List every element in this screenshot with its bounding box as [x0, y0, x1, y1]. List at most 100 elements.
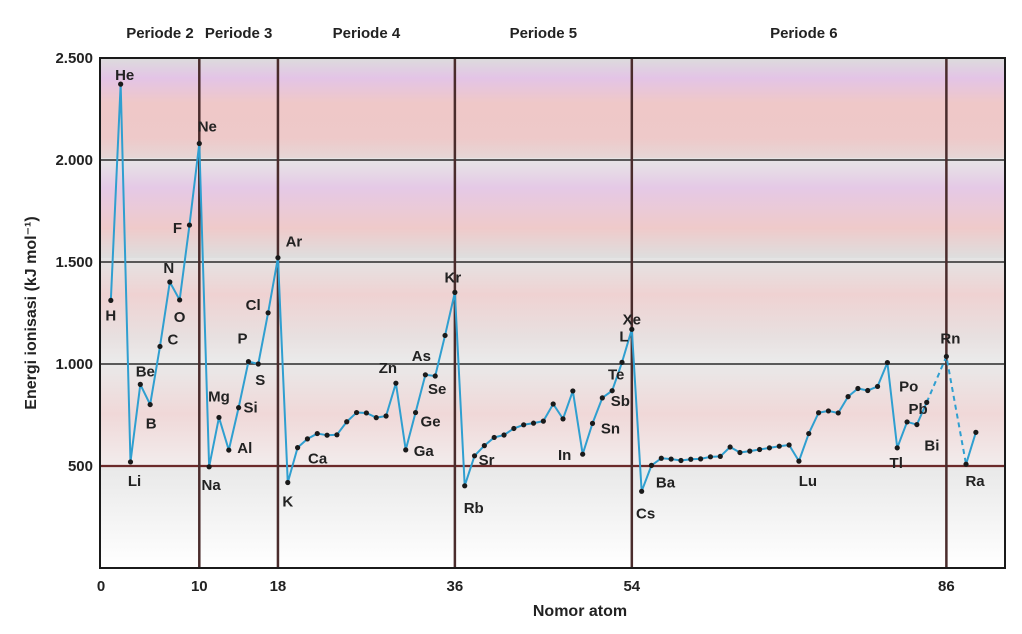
data-point-z70: [786, 442, 792, 448]
element-label-li: Li: [128, 473, 141, 490]
data-point-z23: [324, 432, 330, 438]
data-point-z37: [462, 483, 468, 489]
element-label-f: F: [173, 220, 182, 237]
element-label-ca: Ca: [308, 451, 328, 468]
data-point-z61: [698, 456, 704, 462]
data-point-z46: [550, 401, 556, 407]
data-point-z32: [412, 409, 419, 416]
element-label-in: In: [558, 447, 571, 464]
data-point-z49: [580, 451, 586, 457]
y-axis-title: Energi ionisasi (kJ mol⁻¹): [23, 216, 40, 409]
data-point-z73: [815, 410, 822, 416]
data-point-z57: [658, 455, 664, 461]
element-label-sb: Sb: [611, 393, 630, 410]
element-label-b: B: [146, 416, 157, 433]
element-label-sn: Sn: [601, 420, 620, 437]
data-point-z52: [609, 388, 615, 394]
data-point-z34: [432, 373, 438, 379]
element-label-ba: Ba: [656, 474, 676, 491]
period-label-periode-4: Periode 4: [333, 25, 401, 42]
data-point-z42: [511, 425, 517, 432]
background-bands: [100, 58, 1005, 568]
data-point-z44: [530, 420, 537, 426]
data-point-z30: [393, 380, 399, 386]
data-point-z5: [147, 401, 153, 408]
data-point-z33: [422, 372, 428, 378]
y-axis-ticks: 500 1.000 1.500 2.000 2.500: [55, 50, 93, 475]
data-point-z56: [648, 462, 655, 468]
element-label-mg: Mg: [208, 388, 230, 405]
data-point-z31: [403, 447, 409, 453]
element-label-po: Po: [899, 378, 918, 395]
data-point-z2: [118, 81, 124, 87]
data-point-z67: [757, 446, 763, 453]
element-label-na: Na: [202, 477, 222, 494]
period-label-periode-5: Periode 5: [510, 25, 578, 42]
element-label-o: O: [174, 309, 186, 326]
data-point-z71: [796, 458, 802, 464]
data-markers: [108, 81, 979, 494]
data-point-z68: [766, 445, 773, 451]
data-point-z13: [226, 447, 232, 453]
element-label-si: Si: [244, 400, 258, 417]
data-point-z24: [334, 432, 340, 438]
element-label-rn: Rn: [940, 330, 960, 347]
data-point-z86: [943, 353, 949, 360]
data-point-z84: [924, 399, 930, 405]
data-point-z19: [285, 479, 291, 486]
element-labels: H He Li Be B C N O F Ne Na Mg Al Si P S Cl Ar K Ca Zn Ga Ge As S…: [105, 67, 985, 522]
x-tick-label-18: 18: [270, 578, 287, 595]
data-point-z59: [678, 457, 684, 464]
element-label-al: Al: [237, 440, 252, 457]
data-point-z20: [295, 445, 301, 451]
data-point-z66: [747, 448, 753, 454]
data-point-z69: [776, 443, 782, 449]
data-point-z75: [835, 410, 841, 416]
element-label-lu: Lu: [799, 473, 817, 490]
x-tick-label-36: 36: [447, 578, 464, 595]
series-line-segment-0: [109, 83, 928, 493]
x-axis-title: Nomor atom: [533, 603, 627, 620]
element-label-ga: Ga: [414, 443, 435, 460]
data-point-z35: [442, 332, 448, 339]
element-label-cl: Cl: [246, 297, 261, 314]
element-label-zn: Zn: [379, 360, 397, 377]
x-tick-label-54: 54: [623, 578, 640, 595]
data-point-z79: [874, 383, 881, 390]
plot-frame: [99, 57, 1006, 569]
data-point-z38: [471, 453, 478, 459]
x-axis-ticks: 0 10 18 36 54 86: [97, 578, 955, 595]
element-label-ge: Ge: [421, 414, 441, 431]
period-labels: Periode 2 Periode 3 Periode 4 Periode 5 Peri…: [126, 25, 837, 42]
data-point-z58: [668, 456, 674, 462]
element-label-p: P: [237, 331, 247, 348]
y-tick-label-1000: 1.000: [55, 356, 93, 373]
data-point-z12: [216, 414, 222, 421]
data-point-z80: [884, 359, 891, 366]
data-point-z18: [275, 255, 281, 261]
data-point-z62: [707, 454, 714, 460]
y-tick-label-2500: 2.500: [55, 50, 93, 67]
element-label-xe: Xe: [623, 311, 641, 328]
y-tick-label-1500: 1.500: [55, 254, 93, 271]
data-point-z21: [304, 436, 311, 442]
data-point-z27: [363, 410, 370, 416]
element-label-h: H: [105, 307, 116, 324]
element-label-ne: Ne: [198, 118, 217, 135]
data-point-z39: [481, 443, 487, 449]
x-tick-label-10: 10: [191, 578, 208, 595]
element-label-pb: Pb: [908, 401, 927, 418]
data-point-z45: [540, 418, 546, 424]
data-point-z40: [491, 434, 497, 441]
element-label-kr: Kr: [445, 269, 462, 286]
x-tick-label-0: 0: [97, 578, 105, 595]
data-point-z3: [127, 459, 134, 465]
element-label-tl: Tl: [890, 455, 903, 472]
data-point-z65: [737, 449, 743, 456]
data-point-z25: [344, 419, 350, 425]
period-label-periode-3: Periode 3: [205, 25, 273, 42]
period-label-periode-6: Periode 6: [770, 25, 838, 42]
data-point-z81: [894, 445, 900, 451]
data-point-z53: [619, 359, 625, 365]
element-label-n: N: [163, 260, 174, 277]
